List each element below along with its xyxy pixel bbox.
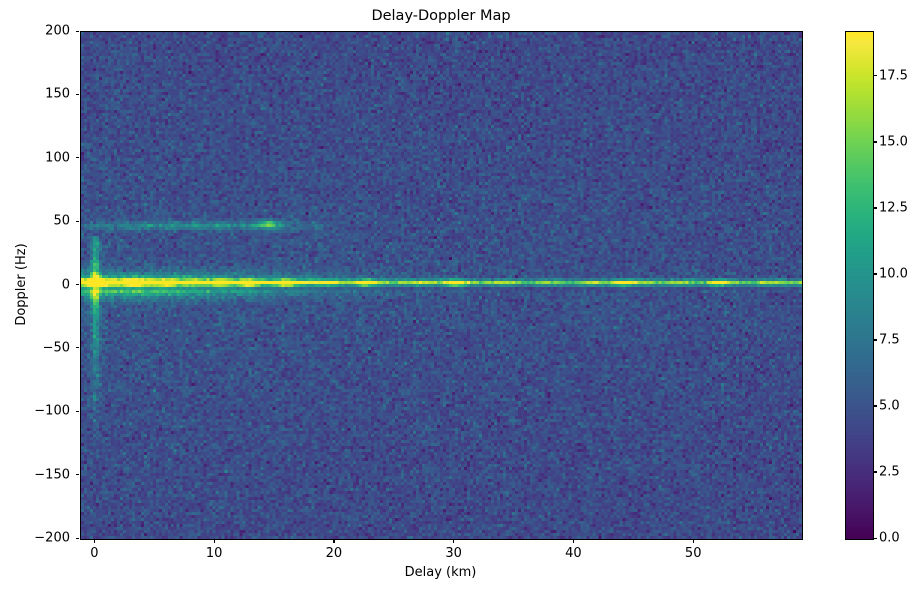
- x-tick-mark: [692, 539, 694, 543]
- colorbar-tick-label: 5.0: [879, 398, 900, 414]
- y-tick-label: −50: [42, 340, 70, 356]
- x-tick-mark: [453, 539, 455, 543]
- colorbar-tick-mark: [873, 471, 877, 473]
- x-tick-label: 30: [445, 546, 462, 561]
- y-tick-label: 50: [53, 213, 70, 229]
- y-tick-mark: [75, 537, 79, 539]
- y-tick-mark: [75, 410, 79, 412]
- y-tick-label: 100: [45, 150, 70, 166]
- x-tick-label: 20: [325, 546, 343, 561]
- colorbar-tick-label: 17.5: [879, 68, 908, 84]
- y-tick-label: −200: [34, 530, 70, 546]
- page-title: Delay-Doppler Map: [371, 8, 511, 24]
- y-tick-mark: [75, 93, 79, 95]
- colorbar-tick-label: 7.5: [879, 332, 900, 348]
- plot-area: [80, 31, 803, 540]
- colorbar-tick-label: 10.0: [879, 266, 908, 282]
- y-tick-mark: [75, 30, 79, 32]
- colorbar-gradient: [846, 32, 873, 539]
- colorbar-tick-mark: [873, 405, 877, 407]
- colorbar: [845, 31, 874, 540]
- x-axis-label: Delay (km): [404, 565, 477, 580]
- x-tick-label: 50: [684, 546, 702, 561]
- y-tick-mark: [75, 157, 79, 159]
- y-tick-label: 150: [45, 86, 70, 102]
- y-tick-label: 200: [45, 23, 70, 39]
- y-tick-label: −150: [34, 467, 70, 483]
- colorbar-tick-mark: [873, 75, 877, 77]
- y-tick-label: 0: [61, 277, 70, 292]
- y-tick-label: −100: [34, 403, 70, 419]
- colorbar-tick-mark: [873, 273, 877, 275]
- colorbar-tick-mark: [873, 207, 877, 209]
- x-tick-mark: [213, 539, 215, 543]
- x-tick-mark: [333, 539, 335, 543]
- y-tick-mark: [75, 474, 79, 476]
- colorbar-tick-label: 0.0: [879, 530, 900, 546]
- x-tick-label: 10: [205, 546, 223, 561]
- y-tick-mark: [75, 220, 79, 222]
- y-tick-mark: [75, 284, 79, 286]
- x-tick-mark: [93, 539, 95, 543]
- x-tick-label: 0: [90, 546, 99, 561]
- x-tick-mark: [572, 539, 575, 543]
- x-tick-label: 40: [565, 546, 582, 561]
- colorbar-tick-label: 15.0: [879, 134, 908, 150]
- colorbar-tick-label: 2.5: [879, 464, 900, 480]
- colorbar-tick-mark: [873, 339, 877, 341]
- colorbar-tick-label: 12.5: [879, 200, 908, 216]
- colorbar-tick-mark: [873, 141, 877, 143]
- heatmap-image: [81, 32, 802, 539]
- y-tick-mark: [75, 347, 79, 349]
- colorbar-tick-mark: [873, 537, 877, 539]
